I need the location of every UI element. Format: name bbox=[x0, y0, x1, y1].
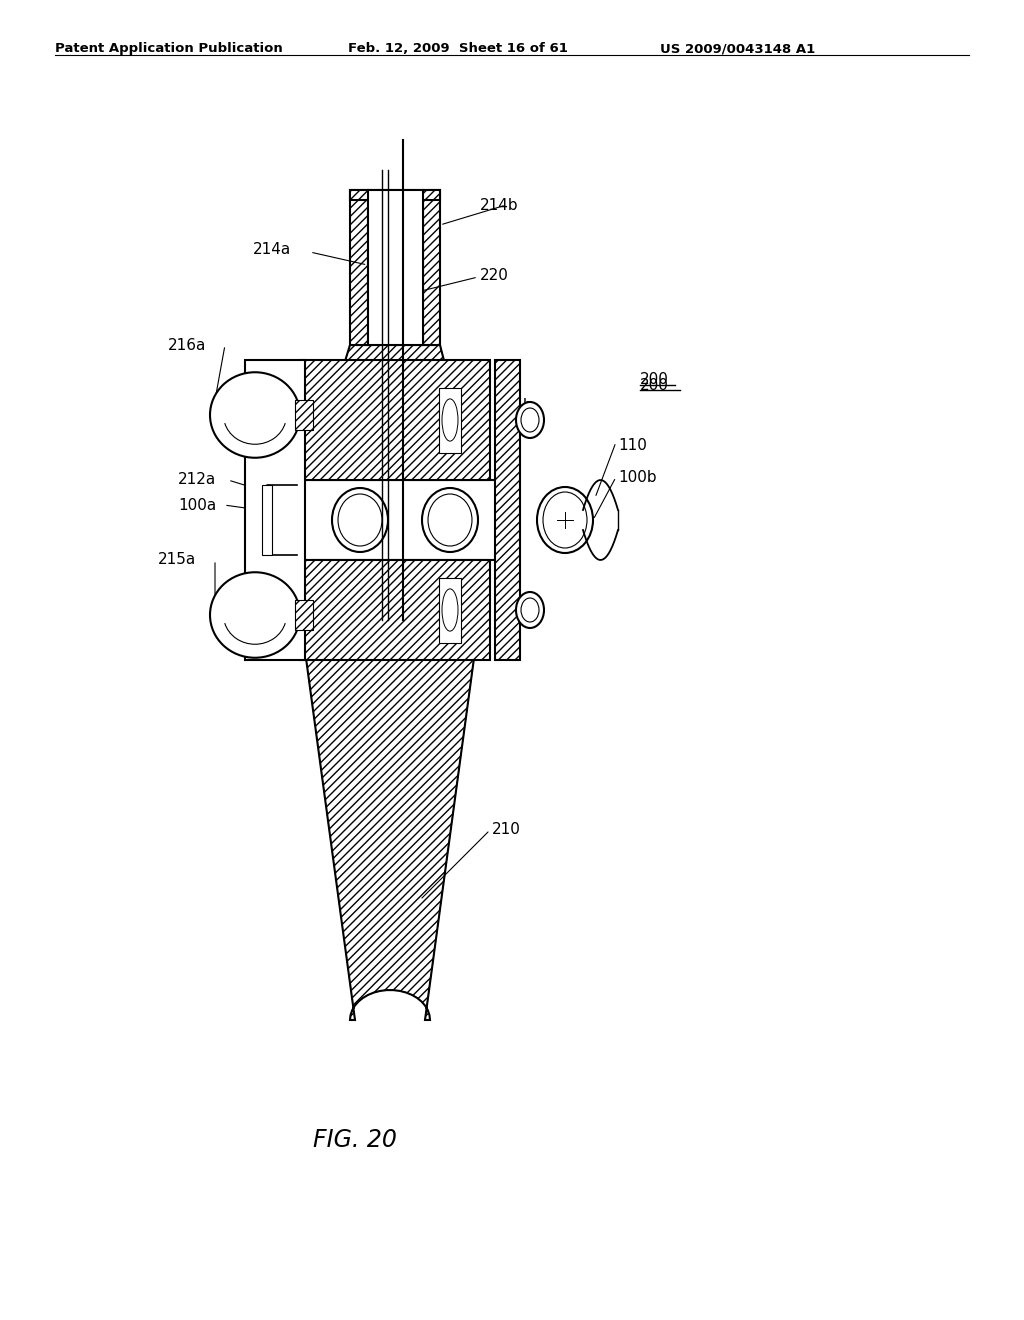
Bar bbox=[439, 578, 461, 643]
Polygon shape bbox=[350, 190, 368, 345]
Bar bbox=[300, 560, 490, 660]
Ellipse shape bbox=[516, 591, 544, 628]
Bar bbox=[300, 360, 490, 480]
Ellipse shape bbox=[537, 487, 593, 553]
Text: 220: 220 bbox=[480, 268, 509, 282]
Text: 110: 110 bbox=[618, 437, 647, 453]
Ellipse shape bbox=[210, 573, 300, 657]
Bar bbox=[262, 484, 272, 554]
Bar bbox=[495, 360, 520, 660]
Polygon shape bbox=[423, 190, 440, 345]
Text: 100b: 100b bbox=[618, 470, 656, 484]
Text: Feb. 12, 2009  Sheet 16 of 61: Feb. 12, 2009 Sheet 16 of 61 bbox=[348, 42, 568, 55]
Text: 100a: 100a bbox=[178, 498, 216, 512]
Bar bbox=[295, 400, 313, 430]
Polygon shape bbox=[368, 190, 423, 345]
Ellipse shape bbox=[210, 372, 300, 458]
Ellipse shape bbox=[543, 492, 587, 548]
Polygon shape bbox=[350, 190, 440, 201]
Text: 214a: 214a bbox=[253, 243, 291, 257]
Ellipse shape bbox=[332, 488, 388, 552]
Text: 215b: 215b bbox=[495, 397, 534, 412]
Ellipse shape bbox=[521, 598, 539, 622]
Bar bbox=[300, 560, 490, 660]
Bar bbox=[295, 601, 313, 630]
Ellipse shape bbox=[516, 403, 544, 438]
Bar bbox=[495, 360, 520, 660]
Bar bbox=[300, 360, 490, 480]
Bar bbox=[295, 601, 313, 630]
Ellipse shape bbox=[521, 408, 539, 432]
Text: 212a: 212a bbox=[178, 473, 216, 487]
Ellipse shape bbox=[428, 494, 472, 546]
Text: 216a: 216a bbox=[168, 338, 207, 352]
Ellipse shape bbox=[442, 399, 458, 441]
Text: FIG. 20: FIG. 20 bbox=[313, 1129, 397, 1152]
Bar bbox=[245, 360, 305, 660]
Text: 215a: 215a bbox=[158, 553, 197, 568]
Bar bbox=[295, 400, 313, 430]
Bar bbox=[260, 480, 510, 560]
Text: 200: 200 bbox=[640, 378, 669, 392]
Polygon shape bbox=[290, 345, 490, 1020]
Text: 200: 200 bbox=[640, 372, 669, 388]
Ellipse shape bbox=[442, 589, 458, 631]
Ellipse shape bbox=[422, 488, 478, 552]
Text: Patent Application Publication: Patent Application Publication bbox=[55, 42, 283, 55]
Text: 214b: 214b bbox=[480, 198, 518, 213]
Text: 210: 210 bbox=[492, 822, 521, 837]
Ellipse shape bbox=[338, 494, 382, 546]
Text: 216b: 216b bbox=[495, 602, 534, 618]
Text: US 2009/0043148 A1: US 2009/0043148 A1 bbox=[660, 42, 815, 55]
Bar bbox=[439, 388, 461, 453]
